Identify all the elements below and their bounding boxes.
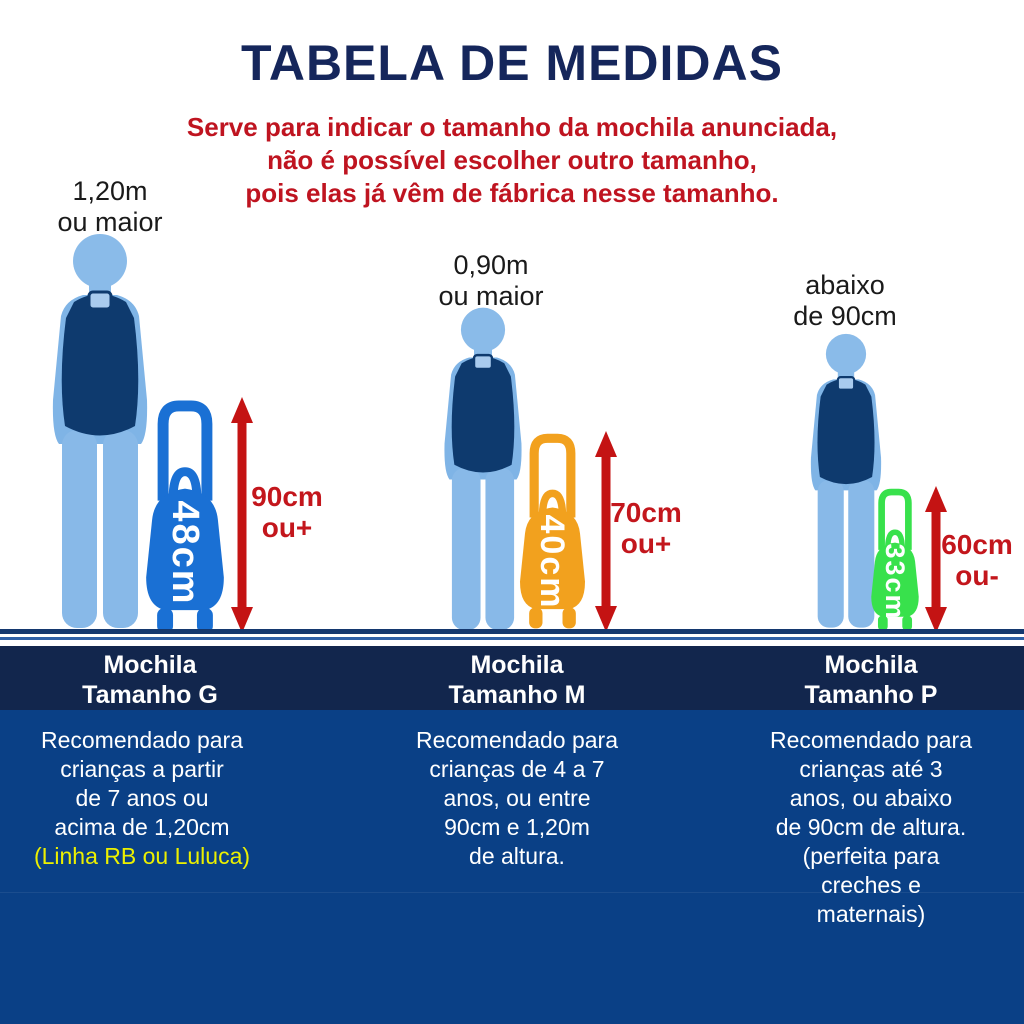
column-body-g: Recomendado para crianças a partir de 7 … bbox=[0, 726, 284, 871]
measure-label-g: 90cm ou+ bbox=[242, 481, 332, 543]
column-header-m-line2: Tamanho M bbox=[448, 681, 586, 709]
column-g-line: acima de 1,20cm bbox=[54, 814, 230, 840]
column-m-line: crianças de 4 a 7 bbox=[429, 756, 605, 782]
column-p-line: de 90cm de altura. bbox=[775, 814, 967, 840]
measure-p-line1: 60cm bbox=[941, 529, 1013, 560]
column-header-g: Mochila Tamanho G bbox=[0, 650, 300, 710]
figure-p-height-line1: abaixo bbox=[805, 270, 885, 300]
figure-m-height-label: 0,90m ou maior bbox=[416, 250, 566, 312]
page-title: TABELA DE MEDIDAS bbox=[241, 35, 783, 91]
column-g-highlight-line: (Linha RB ou Luluca) bbox=[33, 843, 251, 869]
column-g-line: de 7 anos ou bbox=[75, 785, 209, 811]
figure-m-height-line1: 0,90m bbox=[453, 250, 529, 280]
figure-p-height-line2: de 90cm bbox=[793, 301, 897, 331]
column-g-line: crianças a partir bbox=[60, 756, 224, 782]
figure-g-height-line1: 1,20m bbox=[72, 176, 148, 206]
column-m-line: Recomendado para bbox=[415, 727, 619, 753]
column-p-line: maternais) bbox=[816, 901, 926, 927]
bag-size-m-label: 40cm bbox=[533, 514, 571, 610]
column-m-line: anos, ou entre bbox=[443, 785, 591, 811]
column-body-m: Recomendado para crianças de 4 a 7 anos,… bbox=[367, 726, 667, 871]
column-body-p: Recomendado para crianças até 3 anos, ou… bbox=[721, 726, 1021, 929]
table-body-band bbox=[0, 710, 1024, 1024]
bag-size-p-label: 33cm bbox=[880, 543, 910, 621]
measure-arrow-g bbox=[231, 397, 253, 633]
subtitle-line-3: pois elas já vêm de fábrica nesse tamanh… bbox=[245, 178, 779, 208]
subtitle: Serve para indicar o tamanho da mochila … bbox=[0, 111, 1024, 210]
column-m-line: de altura. bbox=[469, 843, 565, 869]
column-g-line: Recomendado para bbox=[40, 727, 244, 753]
figure-g-height-label: 1,20m ou maior bbox=[35, 176, 185, 238]
measure-g-line2: ou+ bbox=[261, 512, 313, 543]
subtitle-line-2: não é possível escolher outro tamanho, bbox=[267, 145, 757, 175]
measure-label-m: 70cm ou+ bbox=[601, 497, 691, 559]
column-m-line: 90cm e 1,20m bbox=[444, 814, 590, 840]
measure-label-p: 60cm ou- bbox=[932, 529, 1022, 591]
bag-size-g-label: 48cm bbox=[164, 500, 206, 606]
measure-p-line2: ou- bbox=[955, 560, 999, 591]
column-header-m-line1: Mochila bbox=[470, 651, 564, 679]
column-header-p: Mochila Tamanho P bbox=[721, 650, 1021, 710]
floor-line-thin bbox=[0, 637, 1024, 640]
column-header-p-line1: Mochila bbox=[824, 651, 918, 679]
figure-p-height-label: abaixo de 90cm bbox=[770, 270, 920, 332]
column-p-line: crianças até 3 bbox=[799, 756, 943, 782]
column-p-line: anos, ou abaixo bbox=[789, 785, 953, 811]
column-header-p-line2: Tamanho P bbox=[804, 681, 938, 709]
table-row-divider bbox=[0, 892, 1024, 893]
figure-m-height-line2: ou maior bbox=[438, 281, 544, 311]
column-header-g-line2: Tamanho G bbox=[82, 681, 218, 709]
column-header-g-line1: Mochila bbox=[103, 651, 197, 679]
column-p-line: Recomendado para bbox=[769, 727, 973, 753]
measure-m-line2: ou+ bbox=[620, 528, 672, 559]
measure-g-line1: 90cm bbox=[251, 481, 323, 512]
column-p-line: creches e bbox=[821, 872, 921, 898]
measure-arrow-m bbox=[595, 431, 617, 632]
figure-g-height-line2: ou maior bbox=[57, 207, 163, 237]
floor-line-thick bbox=[0, 629, 1024, 634]
subtitle-line-1: Serve para indicar o tamanho da mochila … bbox=[186, 112, 838, 142]
measure-m-line1: 70cm bbox=[610, 497, 682, 528]
measure-arrow-p bbox=[925, 486, 947, 633]
table-header-band bbox=[0, 646, 1024, 710]
column-p-line: (perfeita para bbox=[802, 843, 940, 869]
column-header-m: Mochila Tamanho M bbox=[367, 650, 667, 710]
